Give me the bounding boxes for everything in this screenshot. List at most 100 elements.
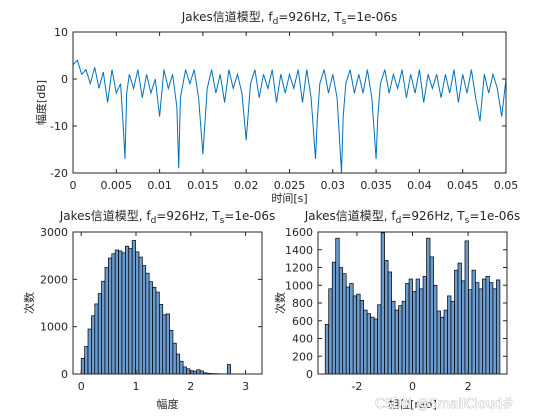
histogram-bar [412,291,417,375]
phase-histogram: Jakes信道模型, fd=926Hz, Ts=1e-06s -2 0 2 0 200 40… [273,209,520,411]
chart-title: Jakes信道模型, fd=926Hz, Ts=1e-06s [181,10,398,27]
y-tick-label: 0 [61,73,68,86]
histogram-bar [461,280,466,375]
histogram-bar [169,330,174,375]
y-tick-label: 1200 [285,262,313,275]
histogram-bar [485,276,490,375]
x-tick-label: 2 [465,380,472,393]
axes-box [72,231,263,375]
y-tick-label: 3000 [40,226,68,239]
x-tick-label: 0.02 [234,179,259,192]
x-tick-label: 0 [70,179,77,192]
histogram-bar [468,289,473,375]
histogram-bar [335,237,340,375]
y-axis-label: 次数 [273,292,287,314]
histogram-bar [447,295,452,375]
x-axis-label: 时间[s] [271,192,307,205]
histogram-bar [328,288,333,375]
x-axis-label: 幅度 [157,397,179,411]
histogram-bar [478,288,483,375]
histogram-bar [165,313,170,375]
histogram-bar [179,360,184,375]
histogram-bar [464,240,469,375]
y-tick-label: 2000 [40,273,68,286]
amplitude-histogram: Jakes信道模型, fd=926Hz, Ts=1e-06s 0 1 2 3 0 1000 2… [22,209,275,411]
y-axis-label: 次数 [22,292,36,314]
histogram-bar [440,316,445,375]
histogram-bar [356,293,361,375]
histogram-bar [384,260,389,375]
histogram-bar [186,368,191,375]
x-tick-label: 0 [409,380,416,393]
histogram-bar [145,272,150,375]
x-tick-label: -2 [351,380,362,393]
histogram-bar [172,342,177,375]
histogram-bar [345,286,351,375]
histogram-bar [401,300,406,375]
histogram-bar [80,358,85,375]
x-tick-label: 0.035 [360,179,392,192]
x-tick-label: 3 [242,380,249,393]
histogram-bar [482,278,487,375]
y-tick-label: 1600 [285,226,313,239]
x-tick-label: 0.005 [101,179,133,192]
histogram-bar [457,262,462,375]
histogram-bar [118,250,123,375]
y-tick-label: 10 [54,26,68,39]
histogram-bar [138,256,143,375]
y-tick-label: 0 [306,368,313,381]
histogram-bar [148,281,153,375]
histogram-bar [175,353,181,375]
y-tick-label: 400 [292,333,313,346]
histogram-bar [475,282,480,375]
y-tick-label: 1400 [285,244,313,257]
histogram-bar [226,364,232,375]
x-tick-label: 1 [133,380,140,393]
histogram-bar [436,310,441,375]
histogram-bar [391,300,396,375]
histogram-bar [324,323,330,375]
x-axis-label: 相位[rad] [388,397,437,411]
histogram-bar [128,248,133,375]
histogram-bar [454,269,459,375]
histogram-bar [97,293,102,375]
histogram-bar [121,252,126,375]
x-tick-label: 0.01 [147,179,172,192]
histogram-bar [415,278,420,375]
histogram-bar [84,346,89,375]
histogram-bar [91,315,96,375]
histogram-bar [433,284,438,375]
histogram-bar [408,278,413,375]
histogram-bar [429,256,434,375]
histogram-bar [366,313,371,375]
y-tick-label: 1000 [40,321,68,334]
histogram-bar [182,366,187,375]
histogram-bar [155,291,160,375]
histogram-bar [419,288,424,375]
histogram-bar [349,283,354,375]
histogram-bar [373,318,378,375]
chart-title: Jakes信道模型, fd=926Hz, Ts=1e-06s [304,209,521,226]
histogram-bar [94,303,99,375]
x-tick-label: 0.015 [187,179,219,192]
y-tick-label: -20 [50,167,68,180]
histogram-bar [394,309,399,375]
chart-title: Jakes信道模型, fd=926Hz, Ts=1e-06s [59,209,276,226]
y-axis-label: 幅度[dB] [34,80,48,125]
axes-box [72,31,507,174]
histogram-bar [142,265,147,375]
histogram-bar [426,237,431,375]
histogram-bar [496,279,501,375]
x-tick-label: 0.04 [407,179,432,192]
histogram-bar [450,300,455,375]
watermark: CSDN @SmallCloud# [375,397,513,412]
histogram-bar [131,240,136,375]
y-tick-label: 600 [292,315,313,328]
histogram-bar [489,282,494,375]
x-tick-label: 0.03 [321,179,346,192]
histogram-bar [108,257,113,375]
histogram-bar [104,267,109,375]
histogram-bar [114,249,119,375]
y-tick-label: 1000 [285,279,313,292]
